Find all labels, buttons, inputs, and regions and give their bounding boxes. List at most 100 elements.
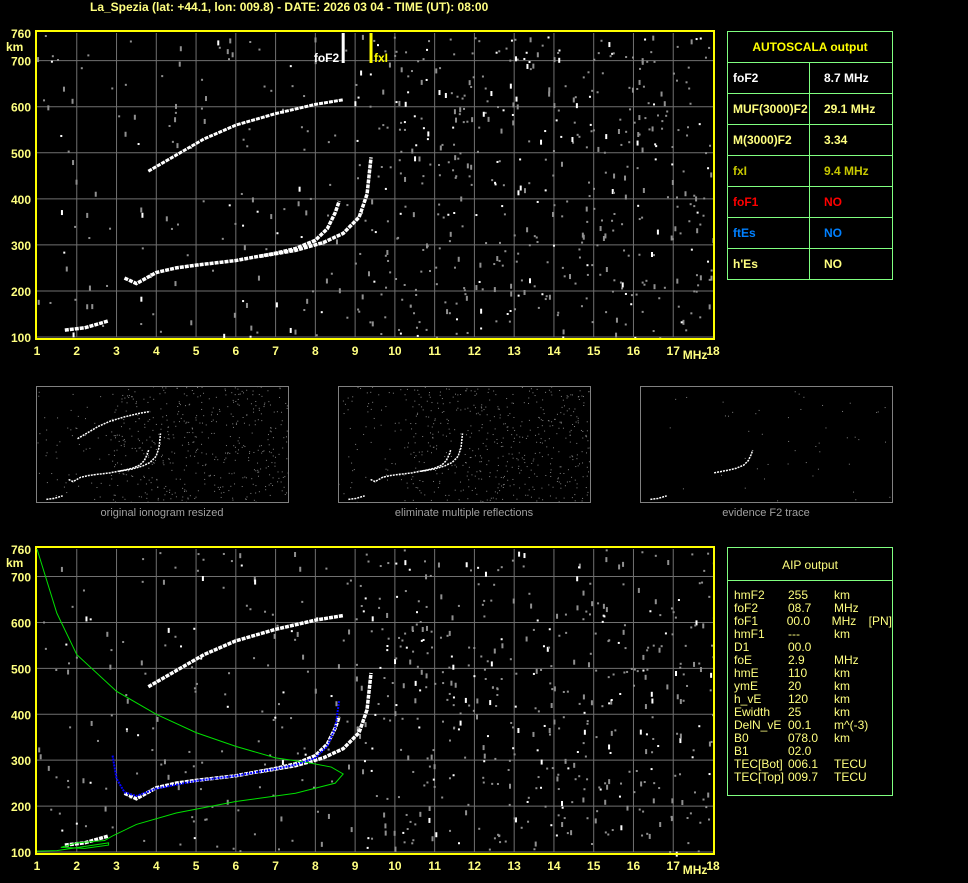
noise-echo xyxy=(290,630,293,633)
noise-echo xyxy=(270,452,272,454)
noise-echo xyxy=(404,205,407,208)
noise-echo xyxy=(446,499,448,501)
noise-echo xyxy=(202,465,204,467)
noise-echo xyxy=(465,562,468,568)
noise-echo xyxy=(544,440,546,442)
noise-echo xyxy=(663,101,666,107)
autoscala-row: ftEs NO xyxy=(728,218,892,249)
noise-echo xyxy=(608,744,611,750)
noise-echo xyxy=(646,60,649,63)
noise-echo xyxy=(279,396,281,398)
noise-echo xyxy=(350,487,352,489)
noise-echo xyxy=(258,786,261,789)
noise-echo xyxy=(253,657,256,660)
noise-echo xyxy=(619,281,622,284)
noise-echo xyxy=(514,430,516,432)
noise-echo xyxy=(215,421,217,423)
noise-echo xyxy=(193,687,196,690)
noise-echo xyxy=(148,479,150,481)
noise-echo xyxy=(433,423,435,425)
noise-echo xyxy=(617,129,620,135)
noise-echo xyxy=(457,256,460,262)
noise-echo xyxy=(469,569,472,572)
noise-echo xyxy=(411,428,413,430)
noise-echo xyxy=(544,298,547,301)
noise-echo xyxy=(436,445,438,447)
noise-echo xyxy=(46,482,48,484)
noise-echo xyxy=(169,491,171,493)
aip-cell: MHz xyxy=(834,601,859,615)
noise-echo xyxy=(602,235,605,241)
noise-echo xyxy=(84,825,87,828)
noise-echo xyxy=(387,562,390,565)
noise-echo xyxy=(682,699,685,702)
noise-echo xyxy=(497,492,499,494)
noise-echo xyxy=(459,712,462,715)
noise-echo xyxy=(113,454,115,456)
noise-echo xyxy=(524,454,526,456)
noise-echo xyxy=(486,448,488,450)
noise-echo xyxy=(481,404,483,406)
noise-echo xyxy=(275,302,278,308)
noise-echo xyxy=(226,705,229,708)
noise-echo xyxy=(540,759,543,765)
noise-echo xyxy=(174,117,177,123)
noise-echo xyxy=(270,214,273,220)
noise-echo xyxy=(123,439,125,441)
noise-echo xyxy=(451,615,454,621)
noise-echo xyxy=(160,408,162,410)
noise-echo xyxy=(707,792,710,798)
noise-echo xyxy=(566,832,569,835)
aip-row: Ewidth 25 km xyxy=(734,706,892,719)
noise-echo xyxy=(596,91,599,94)
noise-echo xyxy=(605,557,608,563)
noise-echo xyxy=(49,301,52,304)
noise-echo xyxy=(590,700,593,706)
noise-echo xyxy=(412,499,414,501)
noise-echo xyxy=(329,183,332,186)
noise-echo xyxy=(536,441,538,443)
noise-echo xyxy=(205,453,207,455)
noise-echo xyxy=(605,267,608,273)
noise-echo xyxy=(646,832,649,835)
noise-echo xyxy=(385,468,387,470)
noise-echo xyxy=(501,205,504,208)
noise-echo xyxy=(609,751,612,754)
noise-echo xyxy=(283,486,285,488)
noise-echo xyxy=(301,779,304,782)
noise-echo xyxy=(556,314,559,317)
noise-echo xyxy=(178,402,180,404)
noise-echo xyxy=(151,463,153,465)
noise-echo xyxy=(389,719,392,722)
aip-row: hmF2 255 km xyxy=(734,589,892,602)
noise-echo xyxy=(364,597,367,600)
noise-echo xyxy=(563,405,565,407)
noise-echo xyxy=(490,599,493,602)
noise-echo xyxy=(174,103,177,109)
noise-echo xyxy=(659,614,662,617)
noise-echo xyxy=(558,481,560,483)
noise-echo xyxy=(550,469,552,471)
noise-echo xyxy=(510,283,513,289)
noise-echo xyxy=(493,583,496,586)
noise-echo xyxy=(437,431,439,433)
noise-echo xyxy=(263,85,266,88)
noise-echo xyxy=(151,440,153,442)
noise-echo xyxy=(177,785,180,791)
noise-echo xyxy=(264,610,267,613)
noise-echo xyxy=(587,491,589,493)
noise-echo xyxy=(455,466,457,468)
noise-echo xyxy=(651,716,654,719)
noise-echo xyxy=(544,158,547,161)
noise-echo xyxy=(153,462,155,464)
noise-echo xyxy=(261,710,264,713)
noise-echo xyxy=(512,598,515,604)
noise-echo xyxy=(376,44,379,47)
noise-echo xyxy=(191,428,193,430)
noise-echo xyxy=(106,631,109,637)
noise-echo xyxy=(122,473,124,475)
noise-echo xyxy=(449,38,452,41)
param-name: fxI xyxy=(728,156,810,186)
noise-echo xyxy=(472,76,475,79)
noise-echo xyxy=(446,634,449,637)
